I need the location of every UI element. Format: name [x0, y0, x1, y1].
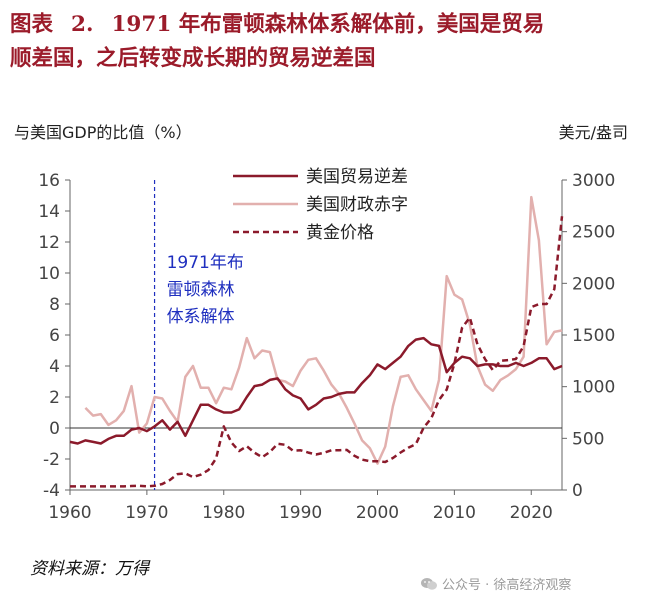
left-tick-label: 14	[38, 202, 60, 222]
left-tick-label: -2	[43, 450, 60, 470]
annotation-text: 1971年布	[167, 253, 244, 273]
legend-label: 美国财政赤字	[306, 195, 408, 215]
chart-area: 与美国GDP的比值（%） 美元/盎司 -4 -2 0 2 4 6 8 10 12 14 16 0 500…	[14, 123, 628, 523]
right-tick-label: 2500	[572, 223, 615, 243]
title-line1-text: 1971 年布雷顿森林体系解体前，美国是贸易	[111, 12, 545, 37]
right-tick-label: 500	[572, 429, 604, 449]
x-tick-label: 2020	[510, 503, 553, 523]
right-axis-label: 美元/盎司	[559, 123, 628, 142]
x-tick-label: 1990	[279, 503, 322, 523]
left-axis-label: 与美国GDP的比值（%）	[14, 123, 192, 142]
right-tick-label: 1500	[572, 326, 615, 346]
annotation-text: 雷顿森林	[167, 280, 235, 300]
title-line2-text: 顺差国，之后转变成长期的贸易逆差国	[10, 46, 376, 71]
right-tick-label: 1000	[572, 378, 615, 398]
left-tick-label: 4	[49, 357, 60, 377]
left-tick-label: 12	[38, 233, 60, 253]
gold-price-line	[70, 216, 564, 488]
right-tick-label: 3000	[572, 171, 615, 191]
annotation-text: 体系解体	[167, 307, 235, 327]
legend-label: 黄金价格	[306, 223, 374, 243]
right-tick-label: 2000	[572, 274, 615, 294]
title-line-1: 图表 2. 1971 年布雷顿森林体系解体前，美国是贸易	[10, 8, 642, 42]
x-tick-label: 2000	[356, 503, 399, 523]
left-tick-label: 0	[49, 419, 60, 439]
left-tick-label: 16	[38, 171, 60, 191]
trade-deficit-line	[69, 336, 563, 445]
watermark: 公众号 · 徐高经济观察	[420, 574, 571, 593]
wechat-icon	[421, 578, 437, 590]
title-number: 2.	[71, 12, 94, 37]
left-tick-label: -4	[43, 481, 60, 501]
series-lines	[69, 195, 564, 488]
source-note: 资料来源：万得	[30, 559, 149, 579]
left-tick-label: 2	[49, 388, 60, 408]
left-tick-label: 6	[49, 326, 60, 346]
left-tick-label: 10	[38, 264, 60, 284]
fiscal-deficit-line	[84, 195, 563, 465]
x-tick-label: 1980	[202, 503, 245, 523]
watermark-text: 公众号 · 徐高经济观察	[442, 578, 572, 593]
x-tick-label: 2010	[433, 503, 476, 523]
legend-label: 美国贸易逆差	[306, 167, 408, 187]
x-tick-label: 1970	[125, 503, 168, 523]
chart-title: 图表 2. 1971 年布雷顿森林体系解体前，美国是贸易 顺差国，之后转变成长期的贸…	[10, 8, 642, 76]
title-prefix: 图表	[10, 12, 54, 37]
right-tick-label: 0	[572, 481, 583, 501]
left-tick-label: 8	[49, 295, 60, 315]
x-tick-label: 1960	[48, 503, 91, 523]
